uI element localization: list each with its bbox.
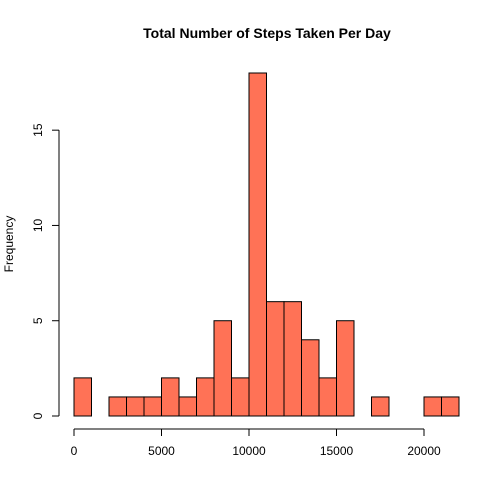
x-tick-label: 0: [71, 444, 78, 458]
histogram-bar: [126, 396, 145, 417]
x-tick-label: 10000: [232, 444, 266, 458]
x-tick-label: 5000: [148, 444, 175, 458]
chart-title: Total Number of Steps Taken Per Day: [143, 25, 391, 41]
histogram-bar: [231, 377, 250, 417]
histogram-bar: [196, 377, 215, 417]
x-axis: 0 5000 10000 15000 20000: [71, 428, 441, 458]
histogram-bar: [213, 320, 232, 417]
histogram-bar: [161, 377, 180, 417]
histogram-bar: [336, 320, 355, 417]
x-tick-label: 15000: [320, 444, 354, 458]
histogram-bar: [108, 396, 127, 417]
y-tick-label: 15: [31, 123, 45, 137]
histogram-bar: [371, 396, 390, 417]
histogram-bar: [318, 377, 337, 417]
y-tick-label: 0: [31, 412, 45, 419]
histogram-bar: [248, 72, 267, 417]
y-tick-label: 10: [31, 218, 45, 232]
histogram-bar: [423, 396, 442, 417]
y-axis-label: Frequency: [2, 216, 16, 273]
y-tick-label: 5: [31, 317, 45, 324]
y-axis: 0 5 10 15: [31, 123, 60, 419]
histogram-bar: [301, 339, 320, 417]
histogram-bar: [441, 396, 460, 417]
histogram-bar: [143, 396, 162, 417]
histogram-bar: [73, 377, 92, 417]
histogram-bar: [283, 301, 302, 417]
x-tick-label: 20000: [407, 444, 441, 458]
histogram-bar: [266, 301, 285, 417]
histogram-bar: [178, 396, 197, 417]
bars-group: [73, 72, 460, 417]
